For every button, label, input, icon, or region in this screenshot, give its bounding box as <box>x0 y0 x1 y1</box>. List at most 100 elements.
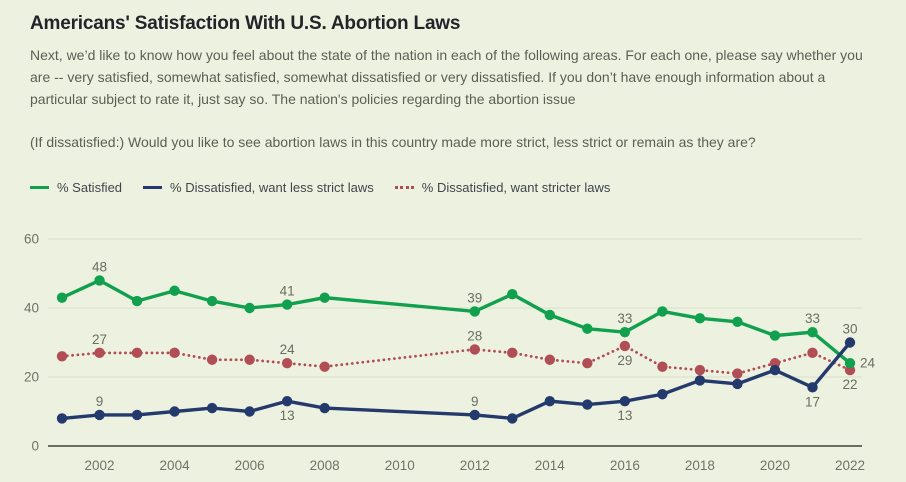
data-point <box>507 289 518 300</box>
data-point <box>244 406 255 417</box>
data-point <box>281 358 293 369</box>
data-point <box>732 316 743 327</box>
chart-card: Americans' Satisfaction With U.S. Aborti… <box>0 0 906 195</box>
data-point <box>657 389 668 400</box>
data-point <box>507 413 518 424</box>
x-tick-label: 2008 <box>310 458 340 473</box>
data-point <box>844 337 856 348</box>
data-point-label: 13 <box>617 408 632 423</box>
page-title: Americans' Satisfaction With U.S. Aborti… <box>30 13 461 34</box>
legend-label: % Dissatisfied, want stricter laws <box>421 179 611 195</box>
data-point <box>807 347 818 359</box>
data-point <box>56 292 68 303</box>
y-tick-label: 60 <box>24 232 39 247</box>
data-point-label: 22 <box>842 377 857 392</box>
data-point-label: 41 <box>280 284 295 299</box>
data-point <box>169 406 180 417</box>
data-point-label: 9 <box>96 394 104 409</box>
data-point-label: 27 <box>92 332 107 347</box>
data-point-label: 33 <box>805 311 820 326</box>
data-point <box>544 395 556 407</box>
data-point <box>94 275 105 286</box>
data-point <box>94 347 105 359</box>
x-tick-label: 2018 <box>685 458 715 473</box>
data-point <box>244 302 255 314</box>
data-point <box>544 354 556 365</box>
data-point <box>94 409 105 421</box>
data-point <box>694 375 706 386</box>
series-line <box>60 344 852 375</box>
y-tick-label: 40 <box>24 301 39 316</box>
data-point <box>769 330 781 341</box>
data-point <box>694 364 706 376</box>
y-tick-label: 20 <box>24 370 39 385</box>
data-point <box>206 402 218 414</box>
chart-legend: % Satisfied % Dissatisfied, want less st… <box>30 180 876 195</box>
x-tick-label: 2010 <box>385 458 415 473</box>
data-point <box>844 358 856 369</box>
data-point <box>619 340 631 352</box>
data-point <box>469 344 480 355</box>
legend-item-satisfied[interactable]: % Satisfied <box>30 180 122 195</box>
series-line <box>61 278 852 365</box>
data-point-label: 24 <box>860 356 876 371</box>
data-point <box>619 326 631 338</box>
x-tick-label: 2002 <box>85 458 115 473</box>
x-tick-label: 2020 <box>760 458 790 473</box>
legend-item-less-strict[interactable]: % Dissatisfied, want less strict laws <box>143 180 374 195</box>
data-point <box>657 361 668 372</box>
data-point <box>319 292 330 303</box>
data-point <box>56 413 68 424</box>
data-point-label: 9 <box>471 394 479 409</box>
data-point <box>619 395 631 407</box>
data-point-label: 30 <box>842 322 857 337</box>
survey-followup-text: (If dissatisfied:) Would you like to see… <box>30 133 756 150</box>
data-point <box>507 347 518 359</box>
x-tick-label: 2016 <box>610 458 640 473</box>
x-tick-label: 2004 <box>160 458 191 473</box>
data-point <box>469 409 480 421</box>
data-point-label: 24 <box>280 342 296 357</box>
data-point <box>694 313 706 324</box>
data-point-label: 28 <box>467 328 482 343</box>
data-point <box>319 361 330 372</box>
stricter-line-swatch-icon <box>394 185 414 189</box>
data-point <box>131 409 143 421</box>
trend-chart: 0 20 40 60 2002 2004 2006 2008 2010 2012 2014 2016 2… <box>24 232 876 474</box>
data-point-label: 33 <box>617 311 632 326</box>
data-point <box>206 295 218 307</box>
data-point <box>582 323 593 334</box>
data-point <box>131 347 143 359</box>
data-point <box>732 368 743 379</box>
x-tick-label: 2012 <box>460 458 490 473</box>
data-point <box>769 364 781 376</box>
data-point-label: 13 <box>280 408 295 423</box>
y-tick-label: 0 <box>31 439 39 454</box>
data-point <box>281 299 293 310</box>
x-tick-label: 2006 <box>235 458 265 473</box>
data-point-label: 39 <box>467 290 482 305</box>
data-point <box>544 309 556 321</box>
survey-question-text: Next, we’d like to know how you feel abo… <box>30 47 863 107</box>
data-point <box>469 306 480 317</box>
data-point-label: 48 <box>92 259 107 274</box>
data-point <box>807 382 818 393</box>
data-point <box>206 354 218 365</box>
data-point <box>56 351 68 362</box>
data-point <box>807 326 818 338</box>
data-point-label: 29 <box>617 353 632 368</box>
data-point <box>657 306 668 317</box>
satisfied-line-swatch-icon <box>30 185 49 189</box>
data-point <box>169 347 180 359</box>
series-line <box>61 341 852 421</box>
data-point <box>244 354 255 365</box>
data-point <box>582 399 593 410</box>
data-point <box>732 378 743 390</box>
legend-label: % Dissatisfied, want less strict laws <box>170 179 374 195</box>
x-tick-label: 2022 <box>835 458 865 473</box>
less-strict-line-swatch-icon <box>143 185 163 189</box>
data-point <box>281 395 293 407</box>
legend-item-stricter[interactable]: % Dissatisfied, want stricter laws <box>394 179 611 195</box>
data-point <box>582 358 593 369</box>
data-point <box>169 285 180 296</box>
